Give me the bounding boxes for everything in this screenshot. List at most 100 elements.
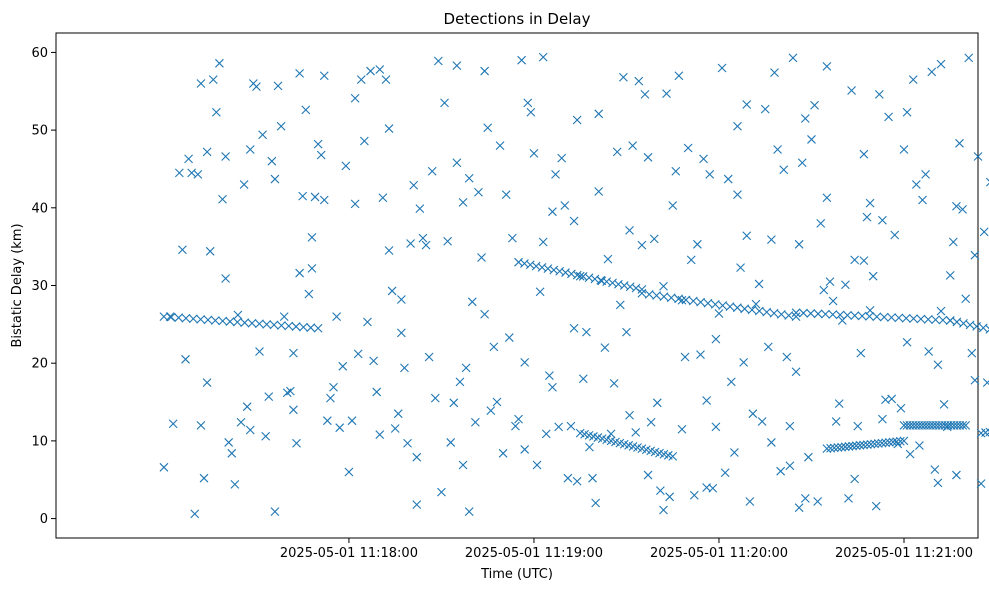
data-point [622,327,631,337]
data-point [245,145,255,154]
data-point [517,55,527,65]
data-point [881,438,891,448]
y-tick-label: 20 [31,357,48,372]
data-point [511,421,520,431]
data-point [767,235,776,245]
data-point [916,314,926,324]
data-point [952,201,961,211]
data-point [930,465,940,475]
data-point [915,441,924,450]
data-point [372,387,382,397]
data-point [526,107,536,117]
data-point [628,141,638,151]
data-point [184,154,193,164]
data-point [718,301,728,310]
data-point [174,168,184,178]
data-point [878,215,887,225]
data-markers [159,52,989,519]
data-point [643,470,653,480]
data-point [301,105,311,115]
data-point [196,420,206,430]
data-point [600,343,610,353]
data-point [952,317,962,327]
data-point [689,490,699,500]
data-point [736,263,745,273]
data-point [844,493,853,503]
data-point [710,299,720,309]
data-point [868,271,878,281]
data-point [747,305,757,315]
data-point [284,321,294,331]
data-point [924,347,934,356]
data-point [544,371,554,381]
data-point [776,466,786,476]
data-point [921,170,930,179]
data-point [477,253,486,262]
data-point [686,255,696,265]
data-point [221,274,230,283]
data-point [403,438,412,448]
data-point [538,237,548,247]
y-axis-label: Bistatic Delay (km) [10,223,25,347]
data-point [702,483,712,492]
data-point [879,312,889,322]
data-point [433,56,443,66]
data-point [489,342,499,352]
data-point [850,255,860,265]
data-point [480,66,490,76]
data-point [742,100,752,109]
data-point [452,61,462,71]
data-point [822,444,832,454]
data-point [483,123,493,133]
data-point [387,286,397,296]
data-point [369,356,379,366]
data-point [961,294,971,304]
data-point [859,256,869,266]
data-point [437,487,446,497]
data-point [418,233,428,243]
data-point [326,393,335,403]
data-point [569,323,579,333]
data-point [557,153,567,163]
data-point [668,201,678,210]
data-point [892,437,902,447]
data-point [535,287,545,297]
data-point [862,212,872,222]
data-point [353,349,363,359]
data-point [800,114,810,123]
data-point [254,319,264,329]
data-point [850,311,860,321]
data-point [412,500,422,509]
data-point [319,195,329,205]
data-point [366,66,375,76]
data-point [270,507,280,516]
data-point [554,422,564,432]
data-point [652,398,662,408]
data-point [748,409,758,419]
data-point [717,63,727,73]
data-point [833,443,843,452]
data-point [181,313,191,323]
data-point [563,473,573,483]
data-point [247,318,257,328]
y-tick-label: 40 [31,201,48,216]
data-point [588,473,597,483]
data-point [884,437,894,447]
data-point [480,309,490,319]
data-point [970,375,980,385]
data-point [255,347,264,356]
data-point [400,363,409,373]
data-point [218,194,227,204]
data-point [884,112,893,122]
data-point [843,310,852,320]
data-point [784,311,794,320]
data-point [458,197,468,207]
data-point [813,309,823,319]
data-point [826,443,835,453]
data-point [901,313,911,323]
data-point [857,311,867,321]
data-point [313,323,323,333]
data-point [848,441,857,451]
data-point [659,505,668,515]
data-point [770,68,779,78]
